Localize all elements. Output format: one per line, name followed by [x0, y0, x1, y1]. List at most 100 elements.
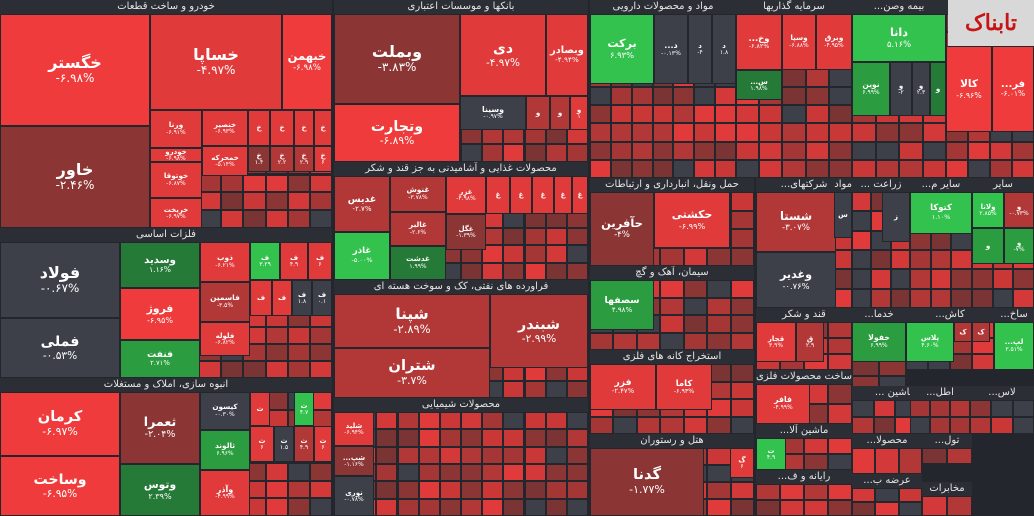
stock-tile[interactable]: غ [510, 176, 532, 214]
stock-tile[interactable]: خ [294, 110, 314, 146]
stock-tile[interactable]: غ [554, 176, 572, 214]
stock-tile[interactable]: ث [250, 392, 270, 426]
stock-tile[interactable]: خ [270, 110, 294, 146]
stock-tile[interactable]: فولاد -۰.۶۷% [0, 242, 120, 318]
stock-tile[interactable]: خفولا ۶.۹۹% [852, 322, 906, 362]
stock-tile[interactable]: وبملت -۳.۸۳% [334, 14, 460, 104]
stock-tile[interactable]: خودرو -۶.۹۸% [150, 148, 202, 162]
sector-header[interactable]: سایر م... [910, 178, 972, 192]
stock-tile[interactable]: ف [272, 280, 292, 316]
stock-tile[interactable]: کرمان -۶.۹۷% [0, 392, 120, 456]
stock-tile[interactable]: شستا -۳.۰۷% [756, 192, 836, 252]
stock-tile[interactable]: وبرق -۴.۹۵% [816, 14, 852, 70]
stock-tile[interactable]: وسدید ۱.۱۶% [120, 242, 200, 288]
stock-tile[interactable]: شتران -۳.۷% [334, 348, 490, 398]
stock-tile[interactable]: خبهمن -۶.۹۸% [282, 14, 332, 110]
stock-tile[interactable]: غزر -۴.۹۸% [446, 176, 486, 214]
stock-tile[interactable]: کاما -۶.۹۳% [656, 364, 712, 410]
sector-header[interactable]: بانکها و موسسات اعتباری [334, 0, 588, 14]
stock-tile[interactable]: نوین ۶.۹۹% [852, 62, 890, 116]
stock-tile[interactable]: وآذر -۴.۹۹% [200, 470, 250, 516]
stock-tile[interactable]: کالا -۶.۹۶% [946, 46, 992, 132]
sector-header[interactable]: هتل و رستوران [590, 434, 754, 448]
stock-tile[interactable]: و -۷% [1004, 228, 1034, 264]
stock-tile[interactable]: ث ۱.۵ [274, 426, 294, 462]
stock-tile[interactable]: ذوب -۶.۲۱% [200, 242, 250, 282]
sector-header[interactable]: فراورده های نفتی، کک و سوخت هسته ای [334, 280, 588, 294]
stock-tile[interactable]: شپ... -۱.۱۶% [334, 446, 374, 476]
stock-tile[interactable]: غالبر -۲.۶% [390, 212, 446, 246]
sector-header[interactable]: تول... [922, 434, 972, 448]
stock-tile[interactable]: خمحرکه -۵.۱۴% [202, 146, 248, 176]
stock-tile[interactable]: و -۲ [890, 62, 912, 116]
stock-tile[interactable]: خوتوقا -۶.۸۷% [150, 162, 202, 198]
stock-tile[interactable]: خریخت -۶.۹۷% [150, 198, 202, 228]
stock-tile[interactable]: نوری -۰.۷۸% [334, 476, 374, 516]
stock-tile[interactable]: ق ۲.۹ [796, 322, 824, 362]
stock-tile[interactable]: ز [882, 192, 910, 242]
sector-header[interactable]: شرکتهای... [756, 178, 852, 192]
sector-header[interactable]: عرضه ب... [852, 474, 922, 488]
stock-tile[interactable]: فاسمین -۳.۵% [200, 282, 250, 322]
stock-tile[interactable]: ف ۳.۲۹ [250, 242, 280, 280]
stock-tile[interactable]: خاور -۲.۴۶% [0, 126, 150, 228]
sector-header[interactable]: قند و شکر [756, 308, 852, 322]
stock-tile[interactable]: د ۱.۸ [712, 14, 736, 84]
stock-tile[interactable]: وخ... -۶.۸۲% [736, 14, 782, 70]
stock-tile[interactable]: گدنا -۱.۷۷% [590, 448, 704, 516]
stock-tile[interactable]: خگستر -۶.۹۸% [0, 14, 150, 126]
stock-tile[interactable]: دی -۴.۹۷% [460, 14, 546, 96]
stock-tile[interactable]: غ [532, 176, 554, 214]
stock-tile[interactable]: ک [954, 322, 972, 342]
stock-tile[interactable]: و [930, 62, 946, 116]
sector-header[interactable]: استخراج کانه های فلزی [590, 350, 754, 364]
stock-tile[interactable]: غاذر -۵.۰۰% [334, 232, 390, 280]
stock-tile[interactable]: خ ۲.۲ [270, 146, 294, 172]
stock-tile[interactable]: ت ۴.۹ [756, 438, 786, 470]
stock-tile[interactable]: خ [314, 110, 332, 146]
stock-tile[interactable]: غدشت ۱.۹۹% [390, 246, 446, 280]
stock-tile[interactable]: و ۲.۳ [912, 62, 930, 116]
sector-header[interactable]: کاش... [906, 308, 994, 322]
sector-header[interactable]: بیمه وصن... [852, 0, 946, 14]
stock-tile[interactable]: لپ... ۳.۵۱% [994, 322, 1034, 370]
stock-tile[interactable]: غگل -۱.۳۹% [446, 214, 486, 250]
stock-tile[interactable]: برکت ۶.۹۳% [590, 14, 654, 84]
stock-tile[interactable]: غ [572, 176, 588, 214]
stock-tile[interactable]: فافر -۴.۹۹% [756, 384, 810, 424]
stock-tile[interactable]: وسپا -۶.۸۸% [782, 14, 816, 70]
stock-tile[interactable]: خنصیر -۶.۹۳% [202, 110, 248, 146]
sector-header[interactable]: انبوه سازی، املاک و مستغلات [0, 378, 332, 392]
sector-header[interactable]: لاس... [970, 386, 1034, 400]
stock-tile[interactable]: فر... -۶.۰۱% [992, 46, 1034, 132]
stock-tile[interactable]: س... ۱.۹۸% [736, 70, 782, 100]
sector-header[interactable]: ساخ... [994, 308, 1034, 322]
stock-tile[interactable]: خ ۱.۴ [248, 146, 270, 172]
stock-tile[interactable]: د... -۰.۱۳% [654, 14, 688, 84]
stock-tile[interactable]: غ [486, 176, 510, 214]
stock-tile[interactable]: ف [250, 280, 272, 316]
sector-header[interactable]: محصولا... [852, 434, 922, 448]
stock-tile[interactable]: کتوکا ۱.۱۰% [910, 192, 972, 234]
sector-header[interactable]: محصولات شیمیایی [334, 398, 588, 412]
stock-tile[interactable]: فروژ -۶.۹۵% [120, 288, 200, 340]
stock-tile[interactable]: س [834, 192, 852, 238]
sector-header[interactable]: سایر [972, 178, 1034, 192]
stock-tile[interactable]: ف ۰.۱ [312, 280, 332, 316]
sector-header[interactable]: زراعت ... [852, 178, 910, 192]
stock-tile[interactable]: ثالوند ۶.۹۶% [200, 430, 250, 470]
stock-tile[interactable]: حکشتی -۶.۹۹% [654, 192, 730, 248]
stock-tile[interactable]: وسینا -۰.۹۷% [460, 96, 526, 130]
sector-header[interactable]: مواد و محصولات دارویی [590, 0, 736, 14]
stock-tile[interactable]: فزر -۲.۴۷% [590, 364, 656, 410]
stock-tile[interactable]: ف ۴.۹ [280, 242, 308, 280]
stock-tile[interactable]: ث ۴.۹ [294, 426, 314, 462]
stock-tile[interactable]: فلوله -۶.۸۲% [200, 322, 250, 356]
sector-header[interactable]: اطل... [910, 386, 970, 400]
stock-tile[interactable]: ولانا ۲.۸۵% [972, 192, 1004, 228]
stock-tile[interactable]: خ ۲.۹ [294, 146, 314, 172]
stock-tile[interactable]: غدیس -۲.۷% [334, 176, 390, 232]
